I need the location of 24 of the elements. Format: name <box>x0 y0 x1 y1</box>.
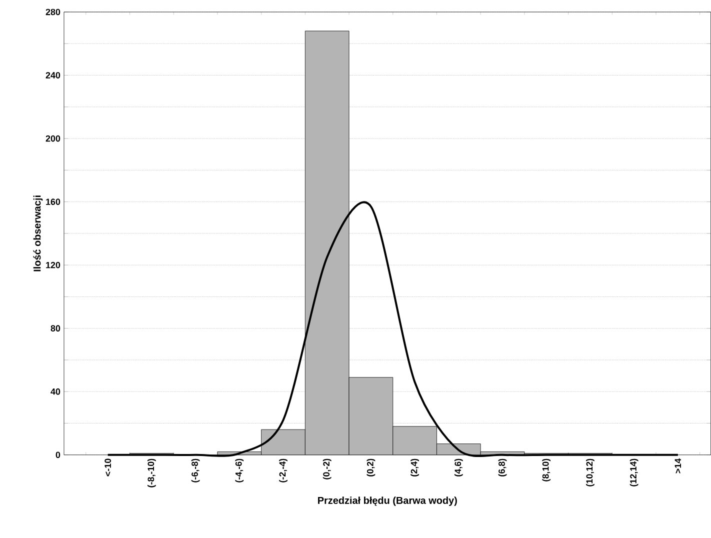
x-tick-label: (-6,-8) <box>191 458 200 482</box>
y-tick-label: 40 <box>50 388 60 395</box>
x-tick-label: (-8,-10) <box>148 458 156 488</box>
x-tick-label: (0,-2) <box>322 458 332 480</box>
x-tick-label: (0,2) <box>366 458 376 476</box>
y-tick-label: 0 <box>56 452 60 458</box>
y-tick-label: 240 <box>46 72 60 79</box>
x-tick-label: (6,8) <box>498 458 507 476</box>
x-axis-title: Przedział błędu (Barwa wody) <box>318 496 457 506</box>
x-tick-label: <-10 <box>104 458 112 476</box>
x-tick-label: (-4,-6) <box>235 458 244 482</box>
x-tick-label: (2,4) <box>410 458 419 476</box>
y-tick-label: 280 <box>46 8 60 16</box>
y-axis-title: Ilość obserwacji <box>33 196 43 272</box>
x-tick-label: (8,10) <box>542 458 551 482</box>
x-tick-label: (-2,-4) <box>279 458 288 482</box>
x-tick-label: (4,6) <box>454 458 463 476</box>
y-tick-label: 200 <box>46 135 60 142</box>
y-tick-label: 160 <box>46 198 60 206</box>
y-tick-label: 120 <box>46 262 60 268</box>
x-tick-label: (12,14) <box>630 458 638 486</box>
x-tick-label: >14 <box>674 458 681 474</box>
y-tick-label: 80 <box>50 325 60 332</box>
x-tick-label: (10,12) <box>586 458 594 486</box>
